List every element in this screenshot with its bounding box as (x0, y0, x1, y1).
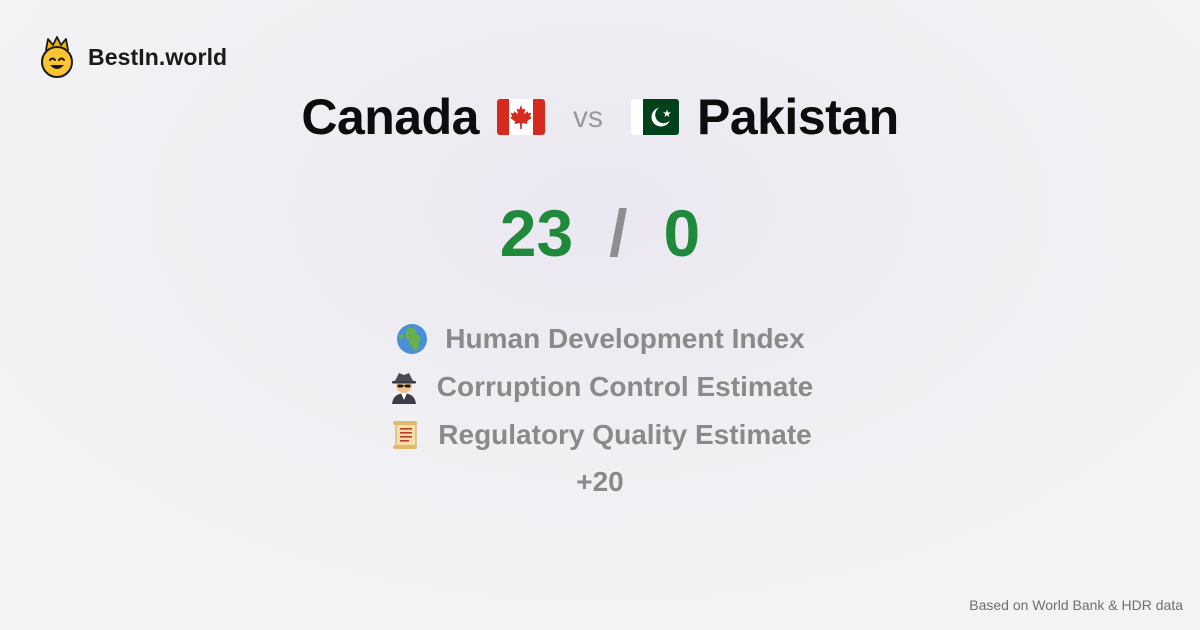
pakistan-flag-icon (630, 99, 679, 135)
canada-flag-icon (496, 99, 545, 135)
metric-label: Regulatory Quality Estimate (438, 419, 812, 450)
right-country-name: Pakistan (696, 89, 899, 145)
score-separator: / (609, 196, 628, 270)
detective-icon (391, 373, 416, 404)
comparison-title: Canada vs Pakistan (0, 88, 1200, 146)
more-metrics-count: +20 (576, 466, 624, 497)
metric-item: Human Development Index (395, 315, 805, 363)
metrics-list: Human Development Index Corruption Contr… (0, 315, 1200, 505)
brand-name: BestIn.world (88, 43, 228, 70)
metric-item: Corruption Control Estimate (387, 363, 813, 411)
left-score: 23 (499, 196, 574, 270)
right-score: 0 (663, 196, 701, 270)
brand[interactable]: BestIn.world (38, 36, 227, 78)
metric-item: Regulatory Quality Estimate (388, 411, 812, 459)
scroll-icon (393, 421, 418, 449)
globe-africa-icon (397, 324, 428, 354)
left-country-name: Canada (301, 89, 479, 145)
metric-label: Human Development Index (445, 323, 805, 354)
data-source-note: Based on World Bank & HDR data (969, 597, 1183, 613)
versus-label: vs (572, 101, 603, 134)
metric-label: Corruption Control Estimate (436, 371, 814, 402)
crowned-smiley-icon (41, 36, 73, 78)
score-row: 23 / 0 (0, 193, 1200, 273)
